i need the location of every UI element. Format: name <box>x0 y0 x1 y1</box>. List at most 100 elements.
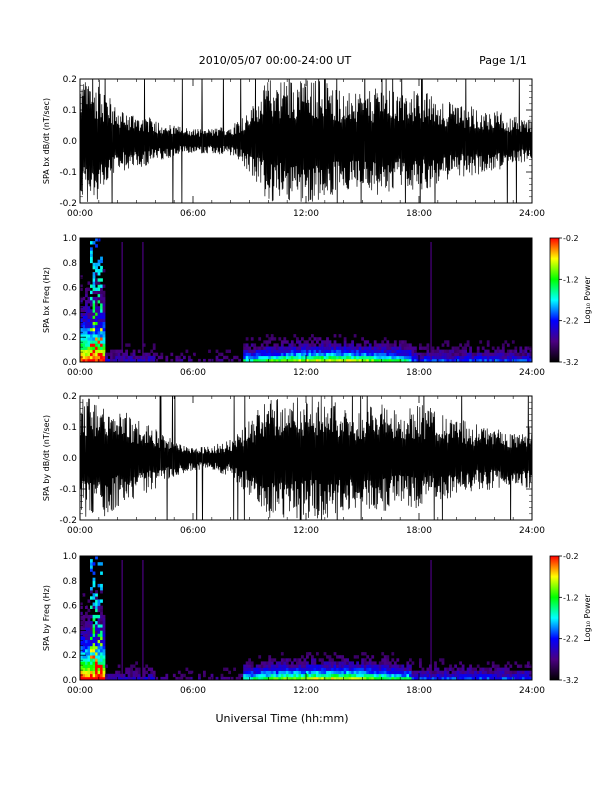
spectrogram-cell <box>429 358 432 363</box>
spectrogram-cell <box>414 358 417 363</box>
spectrogram-cell <box>170 352 174 357</box>
spectrogram-cell <box>426 352 430 357</box>
spectrogram-cell <box>527 676 530 681</box>
spectrogram-cell <box>439 658 442 662</box>
spectrogram-cell <box>303 346 307 350</box>
spectrogram-cell <box>316 676 319 681</box>
spectrogram-cell <box>132 349 136 353</box>
spectrogram-cell <box>102 673 106 678</box>
spectrogram-cell <box>90 346 93 350</box>
spectrogram-cell <box>127 358 131 363</box>
spectrogram-cell <box>97 618 101 622</box>
spectrogram-cell <box>198 358 201 363</box>
spectrogram-cell <box>95 265 98 270</box>
spectrogram-cell <box>403 352 407 357</box>
spectrogram-cell <box>102 624 106 628</box>
spectrogram-cell <box>290 343 294 347</box>
y-tick-label: 1.0 <box>63 234 78 244</box>
spectrogram-cell <box>348 352 352 357</box>
spectrogram-cell <box>102 269 106 273</box>
spectrogram-cell <box>283 676 287 681</box>
spectrogram-cell <box>160 355 164 360</box>
spectrogram-cell <box>456 349 460 353</box>
spectrogram-cell <box>147 676 151 681</box>
spectrogram-cell <box>273 673 277 678</box>
spectrogram-cell <box>481 670 485 675</box>
spectrogram-cell <box>250 664 254 668</box>
spectrogram-cell <box>421 676 425 681</box>
spectrogram-cell <box>321 340 324 344</box>
spectrogram-cell <box>285 667 289 671</box>
spectrogram-cell <box>117 676 121 681</box>
spectrogram-cell <box>95 661 98 665</box>
spectrogram-cell <box>157 355 161 360</box>
spectrogram-cell <box>496 670 500 675</box>
spectrogram-cell <box>97 630 101 634</box>
spectrogram-cell <box>228 676 231 681</box>
spectrogram-cell <box>248 658 251 662</box>
spectrogram-cell <box>449 676 452 681</box>
spectrogram-cell <box>459 358 462 363</box>
spectrogram-cell <box>368 343 372 347</box>
spectrogram-cell <box>85 358 88 363</box>
spectrogram-cell <box>496 355 500 360</box>
spectrogram-cell <box>80 327 83 332</box>
spectrogram-cell <box>97 337 101 341</box>
spectrogram-cell <box>125 358 128 363</box>
spectrogram-cell <box>306 652 309 656</box>
spectrogram-cell <box>348 343 352 347</box>
spectrogram-cell <box>283 667 287 671</box>
spectrogram-cell <box>90 241 93 245</box>
spectrogram-cell <box>444 667 447 671</box>
spectrogram-cell <box>90 321 93 326</box>
spectrogram-cell <box>426 346 430 350</box>
spectrogram-cells <box>80 238 533 363</box>
spectrogram-cell <box>268 346 272 350</box>
spectrogram-cell <box>306 340 309 344</box>
spectrogram-cell <box>95 300 98 304</box>
spectrogram-cell <box>441 349 445 353</box>
spectrogram-cell <box>343 661 347 665</box>
spectrogram-cell <box>336 667 339 671</box>
spectrogram-cell <box>496 673 500 678</box>
spectrogram-cell <box>446 340 450 344</box>
spectrogram-cell <box>100 256 103 260</box>
spectrogram-cell <box>303 358 307 363</box>
spectrogram-cell <box>230 676 234 681</box>
spectrogram-cell <box>321 349 324 353</box>
spectrogram-cell <box>479 673 483 678</box>
spectrogram-cell <box>401 670 405 675</box>
spectrogram-cell <box>323 664 327 668</box>
spectrogram-cell <box>441 673 445 678</box>
spectrogram-cell <box>260 346 264 350</box>
spectrogram-cell <box>323 346 327 350</box>
spectrogram-cell <box>406 343 410 347</box>
spectrogram-cell <box>313 343 317 347</box>
spectrogram-cell <box>92 645 96 650</box>
spectrogram-cell <box>97 627 101 631</box>
spectrogram-cell <box>250 352 254 357</box>
spectrogram-cell <box>95 355 98 360</box>
spectrogram-cell <box>90 664 93 668</box>
spectrogram-cell <box>270 337 274 341</box>
spectrogram-cell <box>102 633 106 637</box>
spectrogram-cell <box>135 661 138 665</box>
spectrogram-cell <box>524 670 528 675</box>
spectrogram-cell <box>120 676 123 681</box>
spectrogram-cell <box>107 676 111 681</box>
spectrogram-cell <box>85 642 88 647</box>
spectrogram-cell <box>454 346 457 350</box>
spectrogram-cell <box>270 661 274 665</box>
spectrogram-cell <box>454 670 457 675</box>
spectrogram-cell <box>464 343 467 347</box>
spectrogram-cell <box>436 673 440 678</box>
spectrogram-cell <box>471 676 475 681</box>
spectrogram-cell <box>248 670 251 675</box>
spectrogram-cell <box>358 358 362 363</box>
spectrogram-cell <box>265 661 269 665</box>
spectrogram-cell <box>80 321 83 326</box>
colorbar-tick-label: -1.2 <box>563 275 579 284</box>
spectrogram-cell <box>92 562 96 566</box>
spectrogram-cell <box>311 655 314 659</box>
spectrogram-cell <box>506 667 510 671</box>
